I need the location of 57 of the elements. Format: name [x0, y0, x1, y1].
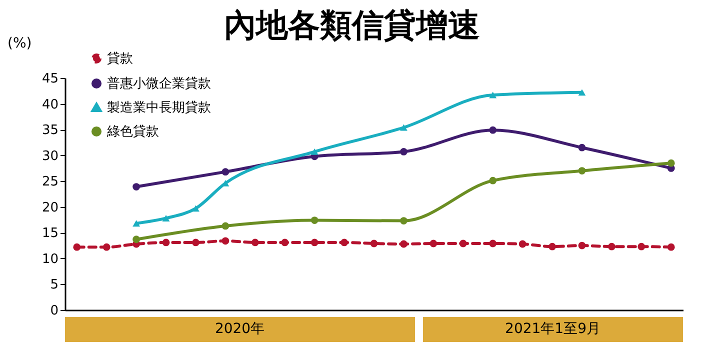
point: [430, 240, 438, 248]
point: [578, 242, 586, 250]
y-tick-label: 0: [50, 304, 58, 318]
point: [281, 238, 289, 246]
point: [489, 240, 497, 248]
point: [222, 237, 230, 245]
point: [162, 215, 170, 222]
point: [132, 236, 140, 244]
point: [489, 176, 497, 184]
point: [132, 183, 140, 190]
point: [608, 242, 616, 250]
point: [548, 242, 556, 250]
y-tick-label: 15: [42, 226, 58, 242]
y-tick-label: 5: [50, 278, 58, 293]
legend-label: 貸款: [107, 52, 133, 66]
point: [578, 144, 586, 152]
text: 2021年1至9月: [422, 317, 683, 342]
point: [222, 168, 230, 176]
point: [251, 238, 259, 246]
point: [192, 205, 200, 212]
legend-label: 製造業中長期貸款: [107, 100, 211, 116]
point: [578, 89, 586, 96]
y-tick-label: 30: [42, 148, 58, 164]
point: [459, 240, 467, 248]
point: [370, 240, 378, 248]
point: [400, 217, 408, 225]
legend-label: 普惠小微企業貸款: [107, 76, 211, 92]
point: [638, 242, 646, 250]
point: [162, 238, 170, 246]
point: [73, 243, 81, 251]
chart-title: 內地各類信貸增速: [224, 6, 480, 44]
point: [578, 167, 586, 174]
point: [310, 148, 318, 155]
text: 2020年: [65, 317, 415, 342]
point: [222, 222, 230, 230]
y-tick-label: 35: [42, 123, 58, 138]
y-tick-label: 10: [42, 252, 58, 267]
y-tick-label: 25: [42, 174, 58, 190]
point: [400, 148, 408, 156]
point: [340, 238, 348, 246]
legend-label: 綠色貸款: [106, 124, 159, 140]
point: [489, 92, 497, 98]
point: [489, 126, 497, 134]
point: [518, 240, 526, 248]
point: [102, 243, 110, 251]
point: [400, 124, 408, 131]
y-tick-label: 40: [42, 97, 58, 112]
y-tick-label: 45: [42, 72, 58, 86]
y-tick-label: 20: [42, 200, 58, 216]
point: [667, 243, 675, 251]
point: [192, 238, 200, 246]
point: [310, 216, 318, 224]
y-axis-title: (%): [8, 36, 32, 52]
point: [310, 238, 318, 246]
point: [132, 220, 140, 227]
point: [667, 159, 675, 167]
point: [400, 240, 408, 248]
